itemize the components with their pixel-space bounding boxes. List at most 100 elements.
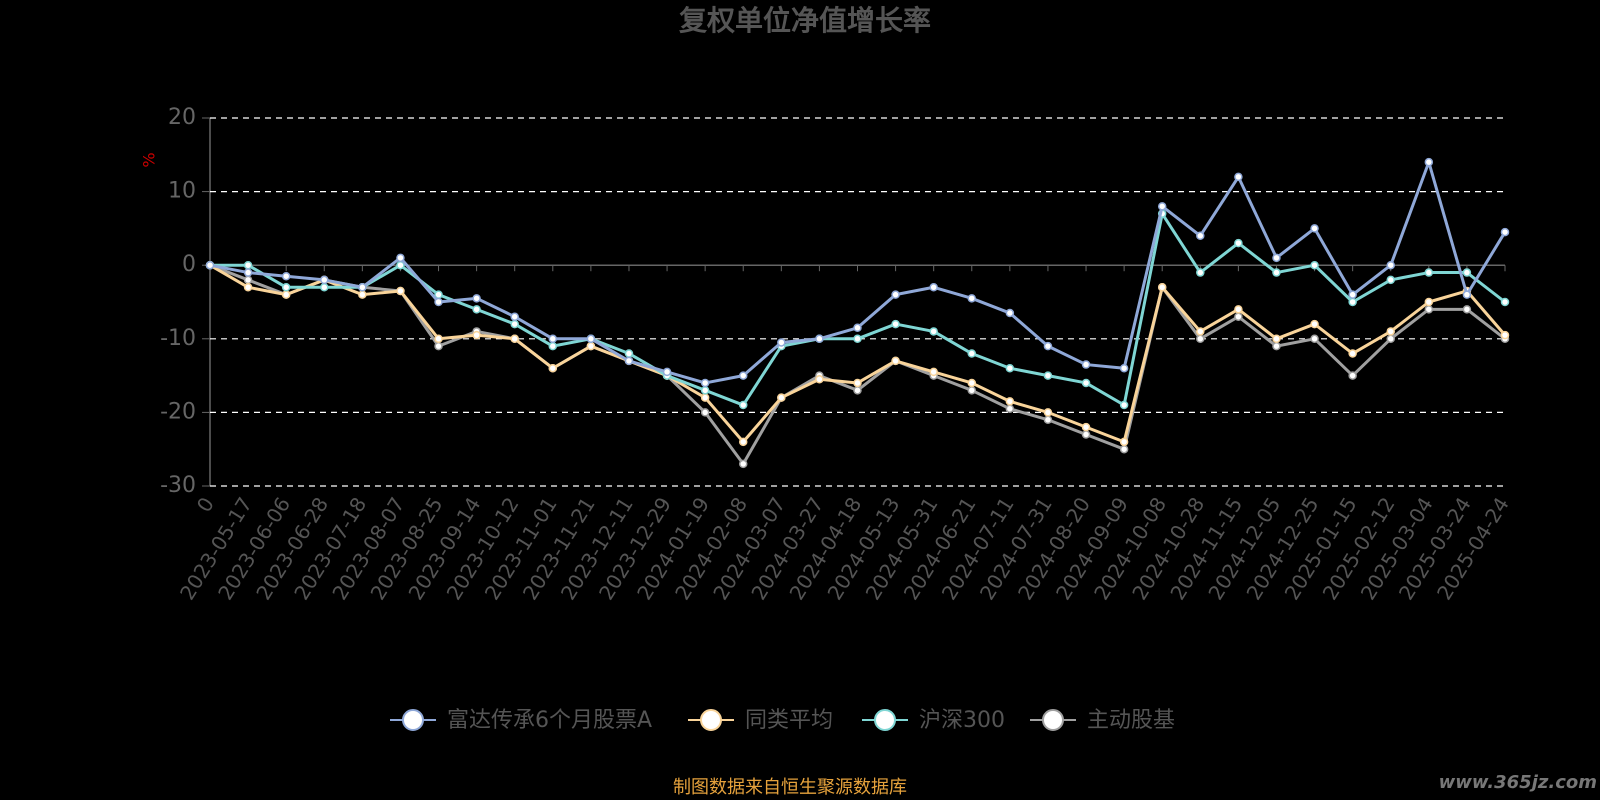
data-point: [738, 459, 748, 469]
data-point: [1043, 371, 1053, 380]
data-point: [853, 378, 862, 388]
data-point: [777, 393, 786, 402]
data-point: [1119, 363, 1129, 373]
data-point: [1196, 231, 1205, 241]
data-point: [624, 356, 634, 366]
data-point: [1500, 330, 1510, 340]
data-point: [853, 386, 862, 395]
data-point: [1424, 268, 1434, 277]
data-point: [1119, 444, 1129, 454]
data-point: [1234, 172, 1243, 182]
data-point: [1081, 430, 1091, 439]
data-point: [1310, 224, 1319, 233]
data-point: [1234, 305, 1243, 314]
data-point: [1386, 327, 1395, 336]
data-point: [1157, 283, 1167, 292]
data-point: [243, 260, 253, 270]
legend-item[interactable]: 同类平均: [688, 708, 833, 733]
data-point: [1386, 260, 1395, 270]
legend-item[interactable]: 主动股基: [1030, 708, 1175, 733]
data-point: [1348, 290, 1357, 299]
data-point: [1462, 305, 1472, 314]
legend-label: 富达传承6个月股票A: [447, 708, 652, 733]
data-point: [1157, 202, 1167, 211]
data-point: [1310, 319, 1319, 329]
data-point: [1081, 360, 1091, 369]
data-point: [472, 294, 481, 303]
data-point: [1424, 305, 1434, 314]
data-point: [548, 341, 558, 351]
legend-marker: [700, 709, 722, 731]
data-point: [320, 283, 329, 292]
y-tick-label: 20: [168, 105, 196, 130]
data-point: [1119, 437, 1129, 447]
data-point: [281, 290, 291, 299]
data-point: [1310, 260, 1319, 270]
data-point: [700, 386, 710, 395]
data-point: [396, 286, 405, 296]
data-point: [1348, 297, 1357, 307]
legend-item[interactable]: 富达传承6个月股票A: [390, 708, 652, 733]
data-point: [281, 283, 291, 292]
data-point: [1272, 253, 1281, 263]
data-point: [1386, 275, 1395, 285]
data-point: [891, 319, 900, 329]
data-point: [967, 378, 977, 388]
y-tick-label: 10: [168, 179, 196, 204]
data-point: [1386, 334, 1395, 344]
data-point: [1043, 415, 1053, 425]
data-point: [320, 275, 329, 285]
data-point: [1272, 334, 1281, 344]
data-point: [1348, 349, 1357, 358]
data-point: [815, 334, 824, 344]
legend-item[interactable]: 沪深300: [862, 708, 1005, 733]
data-point: [434, 297, 443, 307]
data-point: [624, 349, 634, 358]
chart-title: 复权单位净值增长率: [679, 4, 931, 37]
data-point: [548, 334, 558, 344]
legend-marker: [402, 709, 424, 731]
data-point: [205, 260, 215, 270]
data-point: [815, 375, 824, 384]
legend-label: 主动股基: [1087, 708, 1175, 733]
watermark: www.365jz.com: [1439, 772, 1597, 793]
data-point: [1500, 297, 1510, 307]
source-note: 制图数据来自恒生聚源数据库: [673, 777, 907, 798]
data-point: [738, 371, 748, 380]
data-point: [243, 275, 253, 285]
data-point: [1234, 238, 1243, 248]
data-point: [510, 312, 519, 321]
data-point: [434, 341, 443, 351]
data-point: [472, 305, 481, 314]
data-point: [891, 356, 900, 366]
data-point: [243, 283, 253, 292]
data-point: [1081, 422, 1091, 432]
data-point: [929, 367, 938, 377]
data-point: [510, 319, 519, 329]
y-axis-label: %: [140, 152, 159, 167]
data-point: [1005, 363, 1015, 373]
data-point: [700, 408, 710, 417]
data-point: [700, 378, 710, 388]
data-point: [434, 334, 443, 344]
legend-marker: [1042, 709, 1064, 731]
data-point: [1462, 268, 1472, 277]
data-point: [358, 290, 367, 299]
data-point: [1310, 334, 1319, 344]
legend-marker: [874, 709, 896, 731]
data-point: [1462, 290, 1472, 299]
y-tick-label: -10: [160, 326, 196, 351]
data-point: [853, 334, 862, 344]
data-point: [358, 283, 367, 292]
data-point: [472, 330, 481, 340]
legend-label: 沪深300: [919, 708, 1005, 733]
y-tick-label: 0: [182, 252, 196, 277]
data-point: [929, 283, 938, 292]
y-tick-label: -20: [160, 399, 196, 424]
data-point: [1005, 397, 1015, 406]
data-point: [1196, 334, 1205, 344]
data-point: [281, 271, 291, 281]
data-point: [853, 323, 862, 333]
data-point: [967, 349, 977, 358]
data-point: [1005, 404, 1015, 413]
